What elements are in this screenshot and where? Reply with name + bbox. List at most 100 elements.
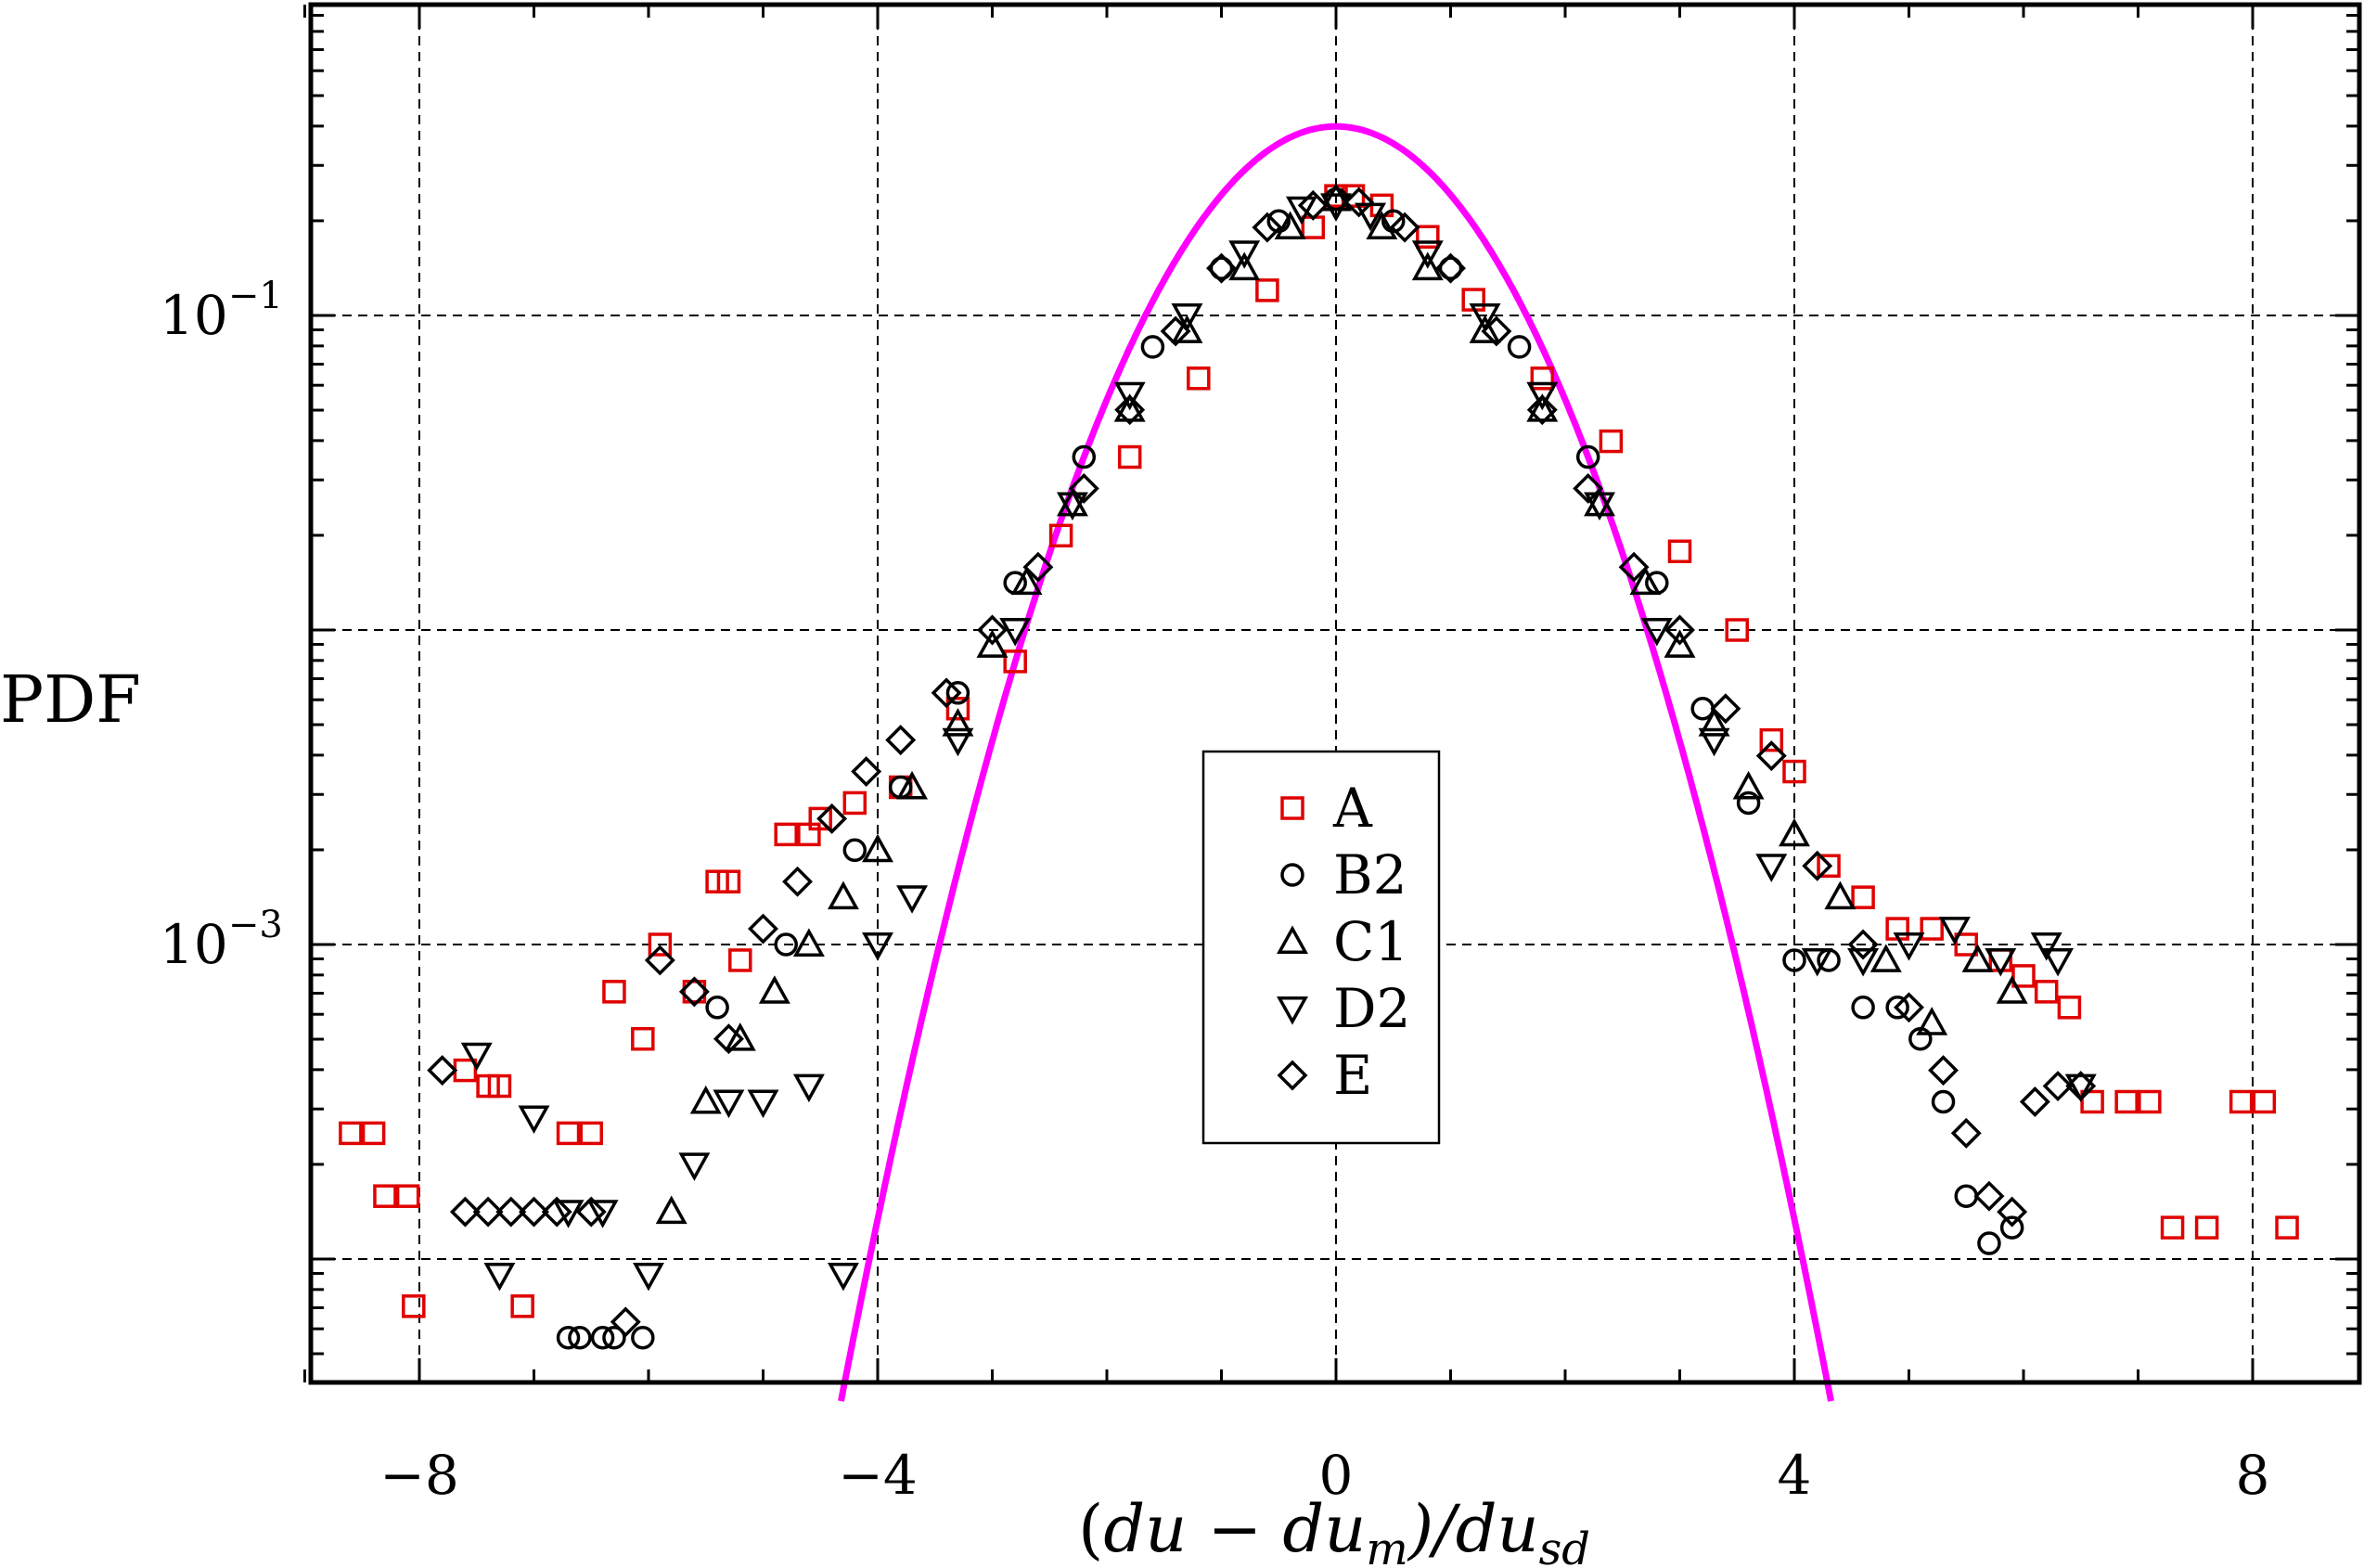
data-point-a [510,1294,534,1318]
data-point-b2 [1575,444,1600,469]
data-point-a [808,806,832,831]
data-point-d2 [862,932,893,961]
data-point-a [2138,1089,2162,1114]
data-point-a [1725,618,1749,642]
data-point-c1 [1228,251,1261,281]
x-axis-tick-labels: −8 −4 0 4 8 [379,1444,2269,1507]
y-axis-title: PDF [0,662,141,738]
data-point-b2 [568,1326,592,1350]
data-point-c1 [976,629,1009,658]
data-point-b2 [1931,1089,1956,1114]
data-point-a [1782,759,1806,784]
data-point-c1 [1274,211,1306,240]
data-point-e [1710,693,1741,725]
data-point-c1 [1171,315,1203,343]
data-point-e [1894,992,1924,1023]
data-point-e [1755,740,1787,772]
data-point-e [1252,212,1283,243]
data-point-e [1343,186,1375,218]
data-point-c1 [1779,817,1810,847]
data-point-c1 [655,1195,687,1225]
data-point-b2 [1977,1231,2001,1255]
data-point-e [1526,394,1558,426]
data-point-c1 [1320,182,1352,212]
gaussian-curve-layer [838,122,1834,1402]
data-point-c1 [1113,393,1146,422]
data-point-c1 [896,770,929,800]
x-tick-label: 8 [2236,1444,2270,1507]
data-point-a [1187,366,1211,391]
data-point-d2 [1285,196,1317,225]
data-point-e [2065,1071,2097,1102]
data-point-a [579,1121,603,1146]
data-point-a [2252,1089,2277,1114]
data-point-e [1664,614,1695,646]
data-point-e [427,1055,458,1086]
data-point-c1 [942,708,974,737]
data-point-e [1618,551,1650,583]
data-point-b2 [1999,1215,2024,1240]
data-point-b2 [1885,996,1909,1020]
data-point-a [487,1073,512,1099]
data-point-e [885,725,917,756]
data-point-d2 [896,885,929,914]
data-point-e [1206,252,1237,284]
data-point-a [1817,854,1841,878]
data-point-c1 [827,880,859,910]
legend-label: A [1332,777,1373,840]
data-point-c1 [1366,211,1398,240]
data-markers [339,182,2299,1350]
data-point-e [713,1023,744,1055]
data-point-a [2194,1215,2219,1240]
data-point-d2 [552,1200,585,1228]
data-point-b2 [1782,948,1806,972]
data-point-d2 [1801,948,1833,977]
data-point-c1 [1698,708,1730,737]
data-point-e [1068,472,1099,504]
data-point-d2 [633,1263,664,1292]
data-point-d2 [1411,240,1444,269]
data-point-a [1048,523,1073,548]
data-point-e [1997,1196,2028,1227]
legend: A B2 C1 D2 E [1201,750,1441,1145]
data-point-e [472,1196,504,1227]
data-point-d2 [1755,854,1788,882]
x-tick-label: 0 [1319,1444,1354,1507]
x-tick-label: −4 [838,1444,918,1507]
legend-label: D2 [1333,977,1410,1040]
data-point-a [1530,366,1555,391]
data-point-a [2114,1089,2139,1114]
data-point-b2 [1266,209,1291,234]
data-point-d2 [460,1042,493,1072]
data-point-a [373,1184,397,1208]
data-point-d2 [1698,727,1730,757]
data-point-c1 [689,1085,722,1114]
data-point-e [1481,315,1512,347]
data-point-e [1847,929,1879,960]
y-axis-tick-labels: 10−1 10−3 [160,275,283,976]
legend-label: E [1333,1044,1372,1107]
data-point-b2 [1507,335,1532,359]
data-point-e [977,614,1008,646]
data-point-e [541,1196,572,1227]
data-point-d2 [2064,1073,2097,1103]
data-point-d2 [1938,917,1971,945]
data-point-e [1389,212,1420,243]
data-point-c1 [1010,566,1043,596]
axis-ticks [303,5,2359,1382]
data-point-b2 [1438,256,1463,280]
data-point-a [453,1058,478,1083]
data-point-d2 [713,1089,745,1119]
data-point-e [519,1196,549,1227]
data-point-a [1759,727,1784,752]
data-point-e [851,756,882,788]
data-point-c1 [1961,944,1994,972]
data-point-a [1117,444,1142,469]
data-point-e [1022,551,1054,583]
data-point-d2 [1893,932,1925,961]
data-point-a [648,932,673,957]
data-point-d2 [1171,303,1203,332]
data-point-a [361,1121,386,1146]
legend-label: B2 [1333,843,1407,906]
data-point-a [1954,932,1978,957]
